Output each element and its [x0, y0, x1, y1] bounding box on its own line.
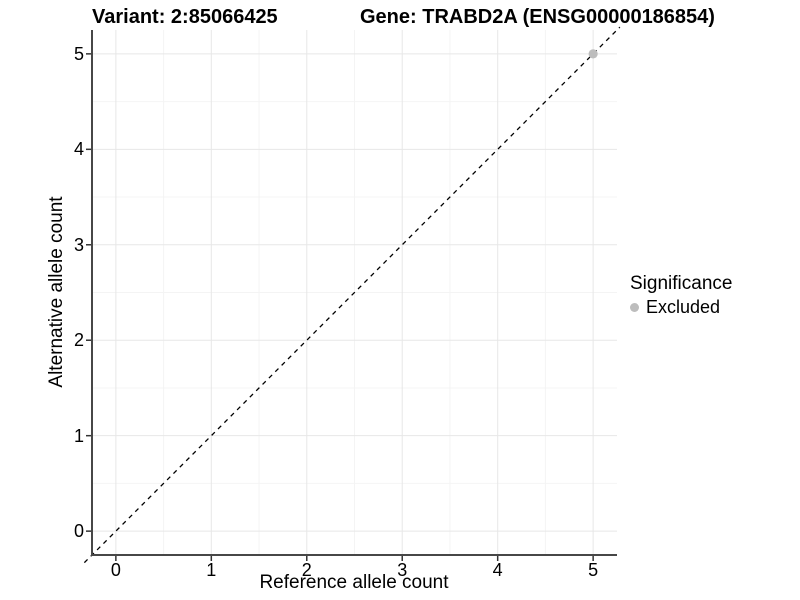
y-tick-label: 2: [73, 330, 84, 351]
y-tick-label: 1: [73, 425, 84, 446]
plot-title-variant: Variant: 2:85066425: [92, 6, 278, 28]
legend-item-label: Excluded: [646, 297, 721, 317]
plot-title-gene: Gene: TRABD2A (ENSG00000186854): [360, 6, 715, 28]
x-tick-label: 3: [397, 560, 408, 580]
y-tick-label: 3: [73, 234, 84, 255]
y-tick-label: 0: [73, 521, 84, 542]
data-point-excluded: [588, 49, 598, 59]
legend-item-excluded: Excluded: [630, 297, 732, 317]
y-tick-label: 4: [73, 139, 84, 160]
y-tick-label: 5: [73, 43, 84, 64]
x-tick-label: 5: [588, 560, 599, 580]
excluded-point-swatch: [630, 302, 639, 312]
y-axis-title: Alternative allele count: [46, 196, 67, 388]
x-tick-label: 2: [301, 560, 312, 580]
x-tick-label: 4: [492, 560, 503, 580]
x-tick-label: 1: [206, 560, 217, 580]
legend-title: Significance: [630, 273, 733, 294]
legend: Significance Excluded: [630, 273, 732, 317]
x-tick-label: 0: [110, 560, 121, 580]
identity-line: [83, 26, 621, 564]
x-axis-title: Reference allele count: [259, 572, 449, 593]
